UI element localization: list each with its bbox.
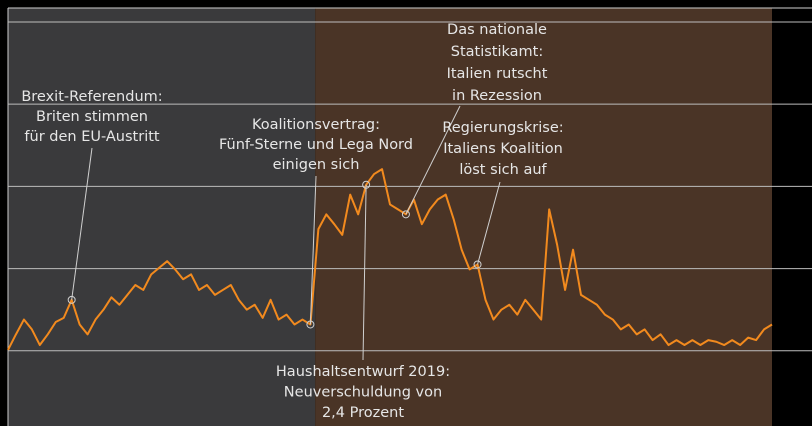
annotation-text: in Rezession xyxy=(452,88,542,104)
annotation-text: Statistikamt: xyxy=(451,44,543,60)
annotation-text: Regierungskrise: xyxy=(442,120,563,136)
annotation-leader xyxy=(362,184,367,361)
annotation-leader xyxy=(71,147,93,300)
annotation-text: Das nationale xyxy=(447,22,547,38)
annotation-marker xyxy=(473,260,482,269)
annotation-text: löst sich auf xyxy=(459,162,547,178)
annotation-text: Italien rutscht xyxy=(447,66,548,82)
annotation-text: für den EU-Austritt xyxy=(24,129,160,145)
annotation-text: Brexit-Referendum: xyxy=(21,89,162,105)
annotation-marker xyxy=(67,295,76,304)
annotation-marker xyxy=(306,320,315,329)
annotation-marker xyxy=(401,210,410,219)
shaded-region xyxy=(315,8,772,426)
annotation-marker xyxy=(362,180,371,189)
annotation-text: Haushaltsentwurf 2019: xyxy=(276,364,450,380)
data-line xyxy=(7,168,773,351)
annotation-text: 2,4 Prozent xyxy=(322,405,404,421)
annotation-text: einigen sich xyxy=(273,157,360,173)
annotation-text: Koalitionsvertrag: xyxy=(252,117,380,133)
annotation-text: Briten stimmen xyxy=(36,109,148,125)
annotation-text: Fünf-Sterne und Lega Nord xyxy=(219,137,413,153)
shaded-region xyxy=(8,8,316,426)
annotation-leader xyxy=(405,105,461,215)
annotation-leader xyxy=(477,181,501,265)
annotation-text: Italiens Koalition xyxy=(443,141,563,157)
annotation-text: Neuverschuldung von xyxy=(284,385,442,401)
annotation-leader xyxy=(309,175,317,325)
